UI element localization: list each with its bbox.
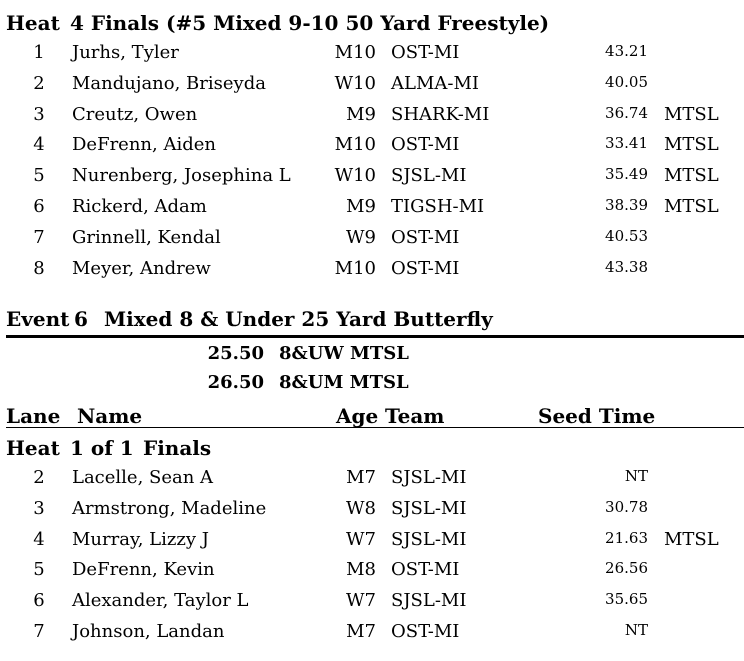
swimmer-name: Grinnell, Kendal [72, 226, 221, 248]
time-value: NT [624, 467, 648, 485]
swimmer-name: Murray, Lizzy J [72, 528, 209, 550]
age-gender: W10 [334, 72, 376, 94]
swimmer-name: Jurhs, Tyler [72, 42, 179, 63]
team-code: TIGSH-MI [391, 196, 485, 217]
team-code: SJSL-MI [391, 528, 467, 550]
age-gender: M7 [346, 621, 376, 642]
event6-label: Event [6, 307, 70, 331]
team-code: OST-MI [391, 42, 460, 63]
age-gender: M10 [334, 134, 376, 156]
age-gender: W10 [334, 165, 376, 187]
swimmer-name: Lacelle, Sean A [72, 467, 214, 488]
swimmer-name: DeFrenn, Kevin [72, 559, 215, 581]
swimmer-name: Nurenberg, Josephina L [72, 165, 291, 187]
heat-round: Finals [143, 436, 212, 460]
swimmer-name: Johnson, Landan [72, 621, 225, 642]
column-header-team: Team [385, 404, 445, 428]
team-code: SJSL-MI [391, 467, 467, 488]
team-code: SJSL-MI [391, 590, 467, 612]
time-value: 21.63 [605, 528, 648, 547]
time-value: 35.65 [605, 590, 648, 609]
lane-number: 6 [33, 196, 45, 217]
age-gender: M8 [346, 559, 376, 581]
age-gender: M7 [346, 467, 376, 488]
age-gender: W7 [346, 590, 376, 612]
lane-number: 6 [33, 590, 45, 612]
heat4-heading-label: Heat [6, 11, 60, 35]
standard-tag: MTSL [664, 528, 719, 550]
team-code: SJSL-MI [391, 165, 467, 187]
team-code: OST-MI [391, 559, 460, 581]
team-code: SHARK-MI [391, 103, 490, 125]
swimmer-name: Alexander, Taylor L [72, 590, 249, 612]
swimmer-name: Armstrong, Madeline [72, 497, 267, 519]
standard-tag: MTSL [664, 134, 719, 156]
age-gender: M10 [334, 42, 376, 63]
team-code: ALMA-MI [391, 72, 480, 94]
event6-title: Mixed 8 & Under 25 Yard Butterfly [104, 307, 493, 331]
standard-time: 26.50 [207, 372, 264, 393]
time-value: 38.39 [605, 196, 648, 214]
swimmer-name: Meyer, Andrew [72, 257, 211, 279]
age-gender: W8 [346, 497, 376, 519]
time-value: 40.53 [605, 226, 648, 245]
age-gender: M10 [334, 257, 376, 279]
column-header-name: Name [77, 404, 143, 428]
lane-number: 2 [33, 72, 45, 94]
standard-tag: MTSL [664, 103, 719, 125]
column-header-age: Age [336, 404, 379, 428]
swimmer-name: Rickerd, Adam [72, 196, 207, 217]
time-value: 30.78 [605, 497, 648, 516]
column-header-lane: Lane [6, 404, 61, 428]
standard-label: 8&UM MTSL [279, 372, 409, 393]
team-code: OST-MI [391, 257, 460, 279]
column-header-seed-time: Seed Time [538, 404, 656, 428]
standard-label: 8&UW MTSL [279, 343, 409, 364]
age-gender: W9 [346, 226, 376, 248]
heat4-heading-title: 4 Finals (#5 Mixed 9-10 50 Yard Freestyl… [70, 11, 550, 35]
header-divider [6, 427, 744, 428]
swimmer-name: DeFrenn, Aiden [72, 134, 216, 156]
time-value: 26.56 [605, 559, 648, 578]
swimmer-name: Creutz, Owen [72, 103, 198, 125]
time-value: 35.49 [605, 165, 648, 184]
lane-number: 3 [33, 497, 45, 519]
time-value: 36.74 [605, 103, 648, 122]
event6-divider [6, 335, 744, 338]
team-code: OST-MI [391, 226, 460, 248]
heat-title: 1 of 1 [70, 436, 134, 460]
event6-number: 6 [74, 307, 88, 331]
time-value: NT [624, 621, 648, 639]
standard-time: 25.50 [207, 343, 264, 364]
team-code: OST-MI [391, 134, 460, 156]
age-gender: M9 [346, 103, 376, 125]
lane-number: 4 [33, 528, 45, 550]
swimmer-name: Mandujano, Briseyda [72, 72, 266, 94]
time-value: 40.05 [605, 72, 648, 91]
age-gender: W7 [346, 528, 376, 550]
time-value: 43.21 [605, 42, 648, 60]
lane-number: 7 [33, 621, 45, 642]
lane-number: 8 [33, 257, 45, 279]
lane-number: 7 [33, 226, 45, 248]
team-code: OST-MI [391, 621, 460, 642]
lane-number: 2 [33, 467, 45, 488]
standard-tag: MTSL [664, 196, 719, 217]
lane-number: 4 [33, 134, 45, 156]
standard-tag: MTSL [664, 165, 719, 187]
heat-label: Heat [6, 436, 60, 460]
lane-number: 1 [33, 42, 45, 63]
lane-number: 5 [33, 559, 45, 581]
age-gender: M9 [346, 196, 376, 217]
team-code: SJSL-MI [391, 497, 467, 519]
time-value: 33.41 [605, 134, 648, 153]
lane-number: 3 [33, 103, 45, 125]
time-value: 43.38 [605, 257, 648, 276]
lane-number: 5 [33, 165, 45, 187]
